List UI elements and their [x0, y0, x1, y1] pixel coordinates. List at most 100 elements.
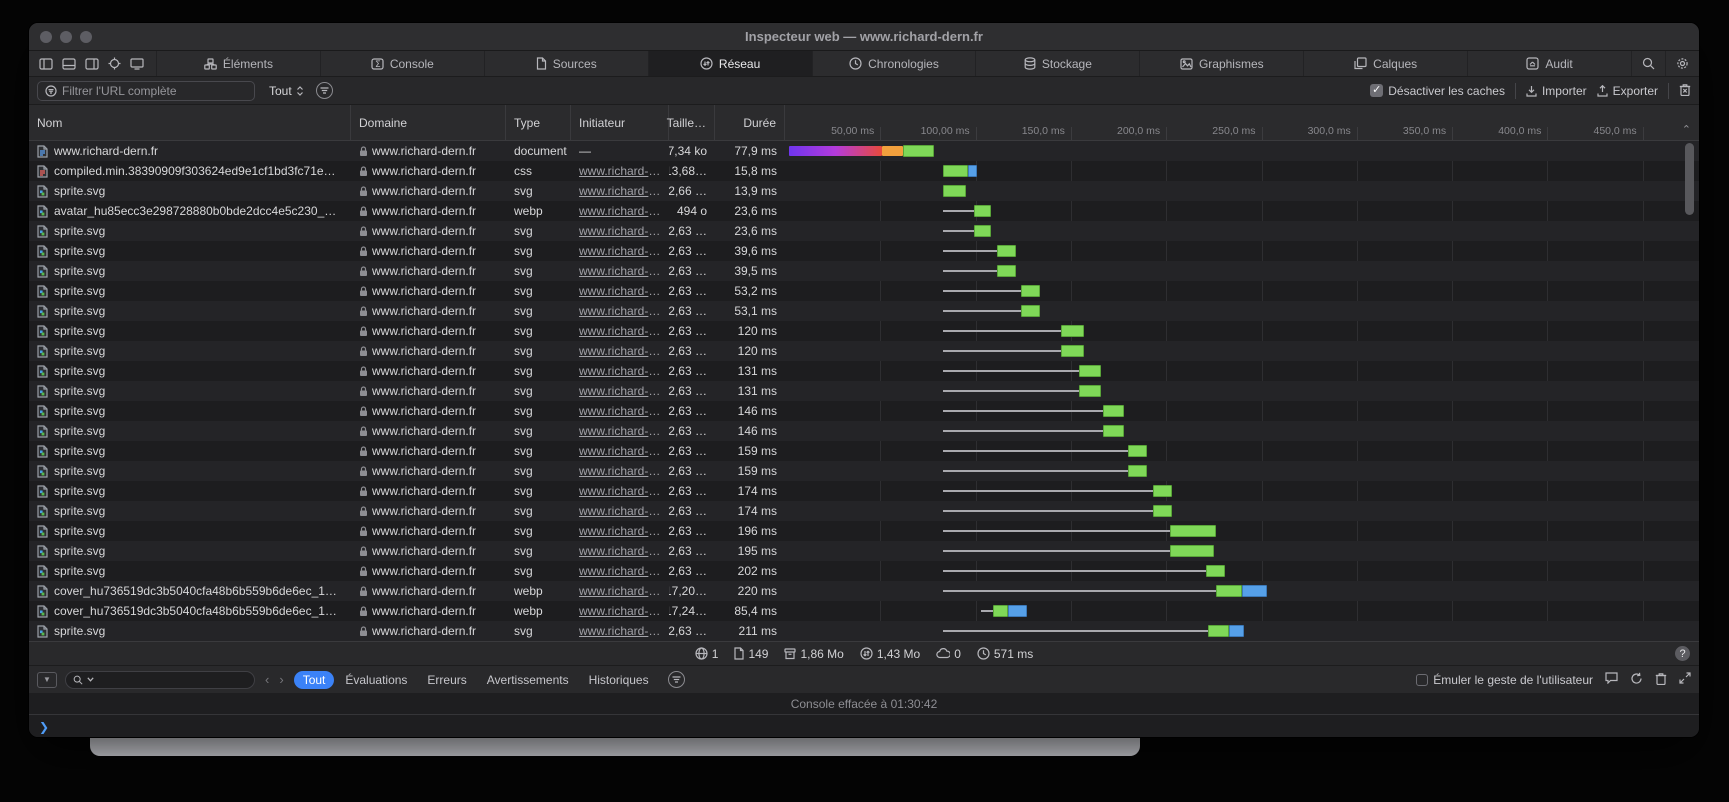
initiator-link[interactable]: www.richard-d… — [579, 324, 661, 338]
previous-result-button[interactable]: ‹ — [265, 672, 270, 687]
console-messages-button[interactable] — [1605, 672, 1618, 687]
console-filter-button[interactable] — [667, 671, 685, 688]
table-row[interactable]: sprite.svg www.richard-dern.fr svg www.rich… — [29, 481, 1699, 501]
table-row[interactable]: sprite.svg www.richard-dern.fr svg www.rich… — [29, 541, 1699, 561]
initiator-link[interactable]: www.richard-d… — [579, 604, 661, 618]
table-row[interactable]: sprite.svg www.richard-dern.fr svg www.rich… — [29, 321, 1699, 341]
tab-network[interactable]: Réseau — [647, 51, 812, 76]
initiator-link[interactable]: www.richard-d… — [579, 524, 661, 538]
help-button[interactable]: ? — [1675, 646, 1690, 661]
table-row[interactable]: sprite.svg www.richard-dern.fr svg www.rich… — [29, 561, 1699, 581]
table-row[interactable]: sprite.svg www.richard-dern.fr svg www.rich… — [29, 461, 1699, 481]
table-row[interactable]: sprite.svg www.richard-dern.fr svg www.rich… — [29, 381, 1699, 401]
resource-type-select[interactable]: Tout — [269, 84, 304, 98]
console-tab-evaluations[interactable]: Évaluations — [345, 672, 408, 687]
table-row[interactable]: compiled.min.38390909f303624ed9e1cf1bd3f… — [29, 161, 1699, 181]
console-prompt[interactable]: ❯ — [29, 715, 1699, 737]
tab-timelines[interactable]: Chronologies — [811, 51, 976, 76]
initiator-link[interactable]: www.richard-d… — [579, 544, 661, 558]
url-filter-input[interactable]: Filtrer l'URL complète — [37, 80, 255, 101]
filter-options-button[interactable] — [315, 82, 333, 99]
table-row[interactable]: www.richard-dern.fr www.richard-dern.fr do… — [29, 141, 1699, 161]
disable-caches-checkbox[interactable]: ✓ Désactiver les caches — [1370, 83, 1505, 98]
minimize-window-button[interactable] — [60, 30, 72, 43]
table-row[interactable]: sprite.svg www.richard-dern.fr svg www.rich… — [29, 221, 1699, 241]
initiator-link[interactable]: www.richard-d… — [579, 284, 661, 298]
column-header-duration[interactable]: Durée — [715, 105, 785, 140]
dock-left-icon[interactable] — [39, 57, 53, 70]
initiator-link[interactable]: www.richard-d… — [579, 344, 661, 358]
initiator-link[interactable]: www.richard-d… — [579, 384, 661, 398]
zoom-window-button[interactable] — [80, 30, 92, 43]
clear-network-items-button[interactable] — [1679, 83, 1691, 99]
console-tab-errors[interactable]: Erreurs — [427, 672, 467, 687]
initiator-link[interactable]: www.richard-d… — [579, 504, 661, 518]
search-button[interactable] — [1631, 51, 1665, 76]
import-button[interactable]: Importer — [1526, 84, 1587, 98]
dock-bottom-icon[interactable] — [62, 57, 76, 70]
reload-console-button[interactable] — [1630, 672, 1643, 688]
initiator-link[interactable]: www.richard-d… — [579, 164, 661, 178]
table-row[interactable]: sprite.svg www.richard-dern.fr svg www.rich… — [29, 441, 1699, 461]
expand-console-button[interactable] — [1679, 672, 1691, 687]
element-picker-icon[interactable] — [108, 57, 121, 70]
emulate-user-gesture-checkbox[interactable]: Émuler le geste de l'utilisateur — [1416, 673, 1593, 687]
table-row[interactable]: sprite.svg www.richard-dern.fr svg www.rich… — [29, 341, 1699, 361]
clear-console-button[interactable] — [1655, 672, 1667, 688]
tab-audit[interactable]: Audit — [1467, 51, 1631, 76]
initiator-link[interactable]: www.richard-d… — [579, 184, 661, 198]
close-window-button[interactable] — [40, 30, 52, 43]
initiator-link[interactable]: www.richard-d… — [579, 484, 661, 498]
export-button[interactable]: Exporter — [1597, 84, 1658, 98]
initiator-link[interactable]: www.richard-d… — [579, 364, 661, 378]
initiator-link[interactable]: www.richard-d… — [579, 224, 661, 238]
tab-elements[interactable]: Éléments — [156, 51, 320, 76]
initiator-link[interactable]: www.richard-d… — [579, 624, 661, 638]
console-tab-all[interactable]: Tout — [293, 670, 335, 689]
initiator-link[interactable]: www.richard-d… — [579, 404, 661, 418]
tab-console[interactable]: Σ Console — [319, 51, 484, 76]
table-row[interactable]: sprite.svg www.richard-dern.fr svg www.rich… — [29, 501, 1699, 521]
table-row[interactable]: cover_hu736519dc3b5040cfa48b6b559b6de6ec… — [29, 601, 1699, 621]
table-row[interactable]: sprite.svg www.richard-dern.fr svg www.rich… — [29, 421, 1699, 441]
initiator-link[interactable]: www.richard-d… — [579, 424, 661, 438]
table-row[interactable]: sprite.svg www.richard-dern.fr svg www.rich… — [29, 301, 1699, 321]
table-row[interactable]: sprite.svg www.richard-dern.fr svg www.rich… — [29, 281, 1699, 301]
table-row[interactable]: sprite.svg www.richard-dern.fr svg www.rich… — [29, 521, 1699, 541]
table-row[interactable]: sprite.svg www.richard-dern.fr svg www.rich… — [29, 401, 1699, 421]
settings-button[interactable] — [1665, 51, 1699, 76]
column-header-name[interactable]: Nom — [29, 105, 351, 140]
console-mode-button[interactable]: ▼ — [37, 671, 57, 688]
initiator-link[interactable]: www.richard-d… — [579, 444, 661, 458]
initiator-link[interactable]: www.richard-d… — [579, 584, 661, 598]
table-row[interactable]: sprite.svg www.richard-dern.fr svg www.rich… — [29, 261, 1699, 281]
console-search-input[interactable] — [65, 670, 255, 689]
vertical-scrollbar-thumb[interactable] — [1685, 143, 1694, 215]
console-tab-warnings[interactable]: Avertissements — [486, 672, 569, 687]
initiator-link[interactable]: www.richard-d… — [579, 564, 661, 578]
scroll-up-arrow-icon[interactable]: ⌃ — [1681, 124, 1691, 136]
column-header-domain[interactable]: Domaine — [351, 105, 506, 140]
initiator-link[interactable]: www.richard-d… — [579, 264, 661, 278]
initiator-link[interactable]: www.richard-d… — [579, 244, 661, 258]
table-row[interactable]: sprite.svg www.richard-dern.fr svg www.rich… — [29, 181, 1699, 201]
table-row[interactable]: sprite.svg www.richard-dern.fr svg www.rich… — [29, 621, 1699, 641]
table-row[interactable]: sprite.svg www.richard-dern.fr svg www.rich… — [29, 361, 1699, 381]
table-row[interactable]: cover_hu736519dc3b5040cfa48b6b559b6de6ec… — [29, 581, 1699, 601]
initiator-link[interactable]: www.richard-d… — [579, 204, 661, 218]
column-header-initiator[interactable]: Initiateur — [571, 105, 669, 140]
column-header-type[interactable]: Type — [506, 105, 571, 140]
device-icon[interactable] — [130, 57, 144, 70]
tab-graphics[interactable]: Graphismes — [1139, 51, 1303, 76]
table-row[interactable]: avatar_hu85ecc3e298728880b0bde2dcc4e5c23… — [29, 201, 1699, 221]
tab-storage[interactable]: Stockage — [975, 51, 1139, 76]
dock-right-icon[interactable] — [85, 57, 99, 70]
table-row[interactable]: sprite.svg www.richard-dern.fr svg www.rich… — [29, 241, 1699, 261]
column-header-size[interactable]: Taille… — [667, 105, 715, 140]
initiator-link[interactable]: www.richard-d… — [579, 464, 661, 478]
tab-layers[interactable]: Calques — [1303, 51, 1467, 76]
initiator-link[interactable]: www.richard-d… — [579, 304, 661, 318]
console-tab-logs[interactable]: Historiques — [588, 672, 649, 687]
tab-sources[interactable]: Sources — [483, 51, 648, 76]
next-result-button[interactable]: › — [279, 672, 284, 687]
